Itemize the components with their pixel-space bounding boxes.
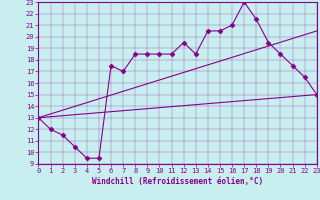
X-axis label: Windchill (Refroidissement éolien,°C): Windchill (Refroidissement éolien,°C) [92, 177, 263, 186]
